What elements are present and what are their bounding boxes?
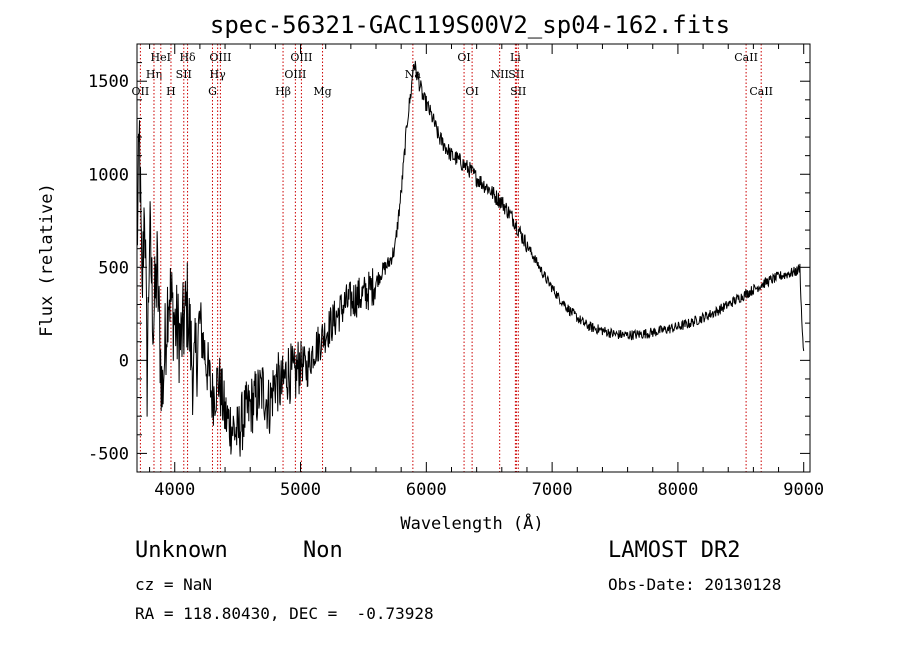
spectrum-line [136,60,805,457]
x-tick-label: 7000 [532,480,573,500]
line-marker-label: OIII [209,51,231,64]
x-tick-label: 6000 [406,480,447,500]
obs-date-text: Obs-Date: 20130128 [608,575,782,594]
spectrum-series [136,60,805,457]
line-marker-label: H [166,85,176,98]
y-tick-label: 500 [98,258,129,278]
line-marker-label: HeI [151,51,171,64]
line-marker-label: G [208,85,217,98]
x-tick-label: 8000 [657,480,698,500]
line-marker-label: OII [132,85,150,98]
line-marker-label: OI [457,51,470,64]
line-marker-label: OI [465,85,478,98]
line-marker-label: Hδ [179,51,196,64]
line-marker-label: Hβ [275,85,291,98]
y-axis-label: Flux (relative) [37,183,57,337]
redshift-text: cz = NaN [135,575,213,594]
line-marker-label: SII [510,85,526,98]
survey-text: LAMOST DR2 [608,538,741,563]
y-tick-label: 1000 [88,165,129,185]
x-axis-label: Wavelength (Å) [400,512,543,534]
line-marker-label: SII [176,68,192,81]
x-tick-label: 9000 [783,480,824,500]
line-marker-label: Li [510,51,521,64]
line-marker-label: OIII [290,51,312,64]
x-tick-label: 5000 [280,480,321,500]
line-marker-label: CaII [749,85,773,98]
chart-title: spec-56321-GAC119S00V2_sp04-162.fits [210,11,730,39]
y-tick-label: 1500 [88,72,129,92]
line-marker-label: OIII [284,68,306,81]
line-marker-label: Hη [146,68,162,81]
line-marker-label: Mg [313,85,331,98]
axis-ticks: 4000 5000 6000 7000 8000 9000 -500 0 500 1000 1500 [88,43,824,500]
y-tick-label: 0 [119,351,129,371]
spectral-line-markers: OIIHηHeIHSIIHδGHγOIIIHβOIIIOIIIMgNaOIOIN… [132,44,773,472]
classification-text: Unknown [135,538,228,563]
line-marker-label: CaII [734,51,758,64]
x-tick-label: 4000 [154,480,195,500]
subclass-text: Non [303,538,343,563]
y-tick-label: -500 [88,444,129,464]
line-marker-label: Hγ [210,68,227,81]
plot-frame [136,43,811,473]
line-marker-label: NII [491,68,509,81]
line-marker-label: SII [508,68,524,81]
coordinates-text: RA = 118.80430, DEC = -0.73928 [135,604,434,623]
